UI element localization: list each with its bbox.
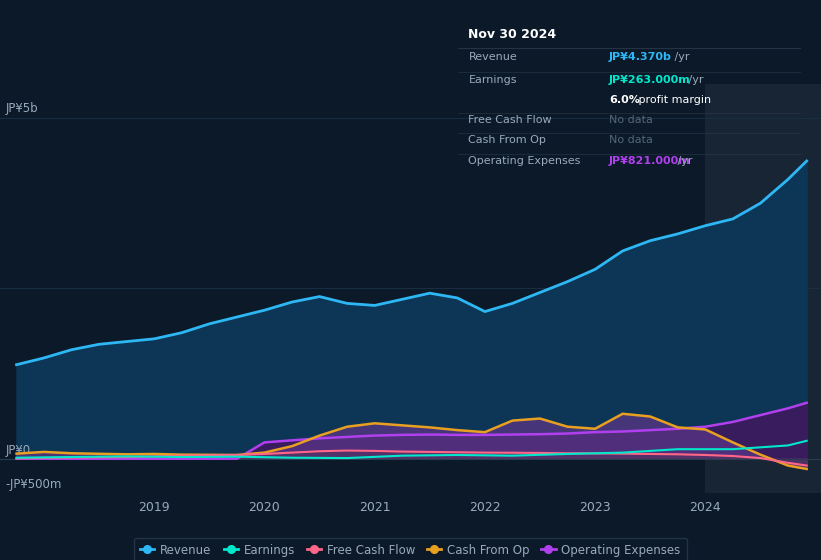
Text: profit margin: profit margin: [635, 96, 711, 105]
Text: Operating Expenses: Operating Expenses: [469, 156, 580, 166]
Text: Revenue: Revenue: [469, 52, 517, 62]
Text: /yr: /yr: [685, 74, 703, 85]
Text: Earnings: Earnings: [469, 74, 517, 85]
Text: Free Cash Flow: Free Cash Flow: [469, 115, 552, 125]
Text: JP¥821.000m: JP¥821.000m: [609, 156, 690, 166]
Text: -JP¥500m: -JP¥500m: [6, 478, 62, 492]
Bar: [705, 84, 821, 493]
Text: JP¥263.000m: JP¥263.000m: [609, 74, 690, 85]
Text: JP¥5b: JP¥5b: [6, 102, 38, 115]
Text: No data: No data: [609, 115, 653, 125]
Text: Nov 30 2024: Nov 30 2024: [469, 29, 557, 41]
Text: Cash From Op: Cash From Op: [469, 136, 546, 146]
Text: /yr: /yr: [674, 156, 693, 166]
Text: No data: No data: [609, 136, 653, 146]
Text: JP¥4.370b: JP¥4.370b: [609, 52, 672, 62]
Text: JP¥0: JP¥0: [6, 445, 30, 458]
Text: 6.0%: 6.0%: [609, 96, 640, 105]
Legend: Revenue, Earnings, Free Cash Flow, Cash From Op, Operating Expenses: Revenue, Earnings, Free Cash Flow, Cash …: [135, 538, 686, 560]
Text: /yr: /yr: [671, 52, 690, 62]
